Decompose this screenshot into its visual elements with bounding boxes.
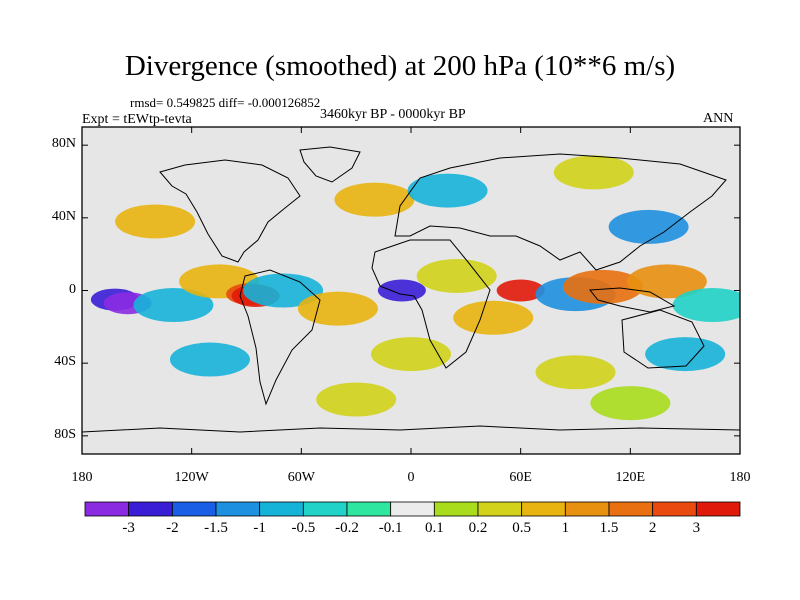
field-feature: [562, 269, 643, 304]
colorbar-swatch: [346, 501, 392, 517]
field-feature: [297, 291, 378, 326]
colorbar-swatch: [215, 501, 261, 517]
colorbar-label: 2: [648, 520, 657, 536]
field-feature: [243, 273, 324, 308]
colorbar-label: -1: [253, 520, 266, 536]
colorbar-label: 0.2: [468, 520, 488, 536]
field-feature: [133, 288, 214, 323]
colorbar-label: 3: [692, 520, 701, 536]
lat-label: 80N: [51, 136, 76, 152]
field-feature: [169, 342, 250, 377]
field-feature: [672, 288, 740, 323]
experiment-label: Expt = tEWtp-tevta: [82, 112, 192, 127]
map-title: Divergence (smoothed) at 200 hPa (10**6 …: [124, 50, 676, 82]
lat-label: 80S: [54, 426, 76, 442]
colorbar-label: -3: [122, 520, 135, 536]
colorbar-swatch: [564, 501, 610, 517]
colorbar-label: 0.5: [512, 520, 532, 536]
field-feature: [316, 382, 397, 417]
field-feature: [608, 209, 689, 244]
colorbar-swatch: [477, 501, 523, 517]
colorbar-label: -0.2: [335, 520, 359, 536]
lon-label: 0: [407, 470, 415, 485]
colorbar-swatch: [171, 501, 217, 517]
lat-label: 40S: [54, 354, 76, 370]
colorbar-swatch: [608, 501, 654, 517]
colorbar-swatch: [259, 501, 304, 517]
field-feature: [553, 155, 634, 190]
field-feature: [334, 182, 415, 217]
colorbar-label: -1.5: [204, 520, 228, 536]
lon-label: 120E: [615, 470, 646, 485]
field-feature: [626, 264, 707, 299]
colorbar-swatch: [695, 501, 741, 517]
colorbar-swatch: [652, 501, 697, 517]
colorbar-swatch: [390, 501, 435, 517]
axis-ticks: [81, 127, 741, 454]
lon-label: 60W: [287, 470, 315, 485]
lon-label: 60E: [509, 470, 532, 485]
field-feature: [371, 337, 451, 372]
lat-label: 0: [69, 281, 76, 297]
lat-label: 40N: [51, 208, 76, 224]
stats-label: rmsd= 0.549825 diff= -0.000126852: [130, 95, 321, 110]
colorbar-swatch: [433, 501, 479, 517]
colorbar-swatch: [521, 501, 566, 517]
field-feature: [416, 258, 497, 293]
field-feature: [407, 173, 488, 208]
colorbar: [84, 501, 741, 517]
colorbar-swatch: [84, 501, 130, 517]
field-feature: [115, 204, 196, 239]
lon-label: 120W: [174, 470, 209, 485]
coastlines: [82, 146, 740, 433]
lon-label: 180: [71, 470, 93, 485]
season-label: ANN: [703, 111, 734, 126]
colorbar-label: 0.1: [424, 520, 444, 536]
divergence-field: [90, 155, 740, 421]
colorbar-label: -0.1: [378, 520, 403, 536]
colorbar-label: 1.5: [599, 520, 619, 536]
colorbar-swatch: [128, 501, 173, 517]
field-feature: [496, 279, 545, 302]
lon-label: 180: [729, 470, 751, 485]
field-feature: [590, 386, 671, 421]
field-feature: [645, 337, 726, 372]
field-feature: [453, 300, 534, 335]
field-feature: [535, 355, 616, 390]
colorbar-swatch: [302, 501, 348, 517]
colorbar-label: -2: [166, 520, 179, 536]
period-label: 3460kyr BP - 0000kyr BP: [320, 107, 466, 122]
colorbar-label: -0.5: [291, 520, 316, 536]
colorbar-label: 1: [561, 520, 570, 536]
field-feature: [377, 279, 426, 302]
